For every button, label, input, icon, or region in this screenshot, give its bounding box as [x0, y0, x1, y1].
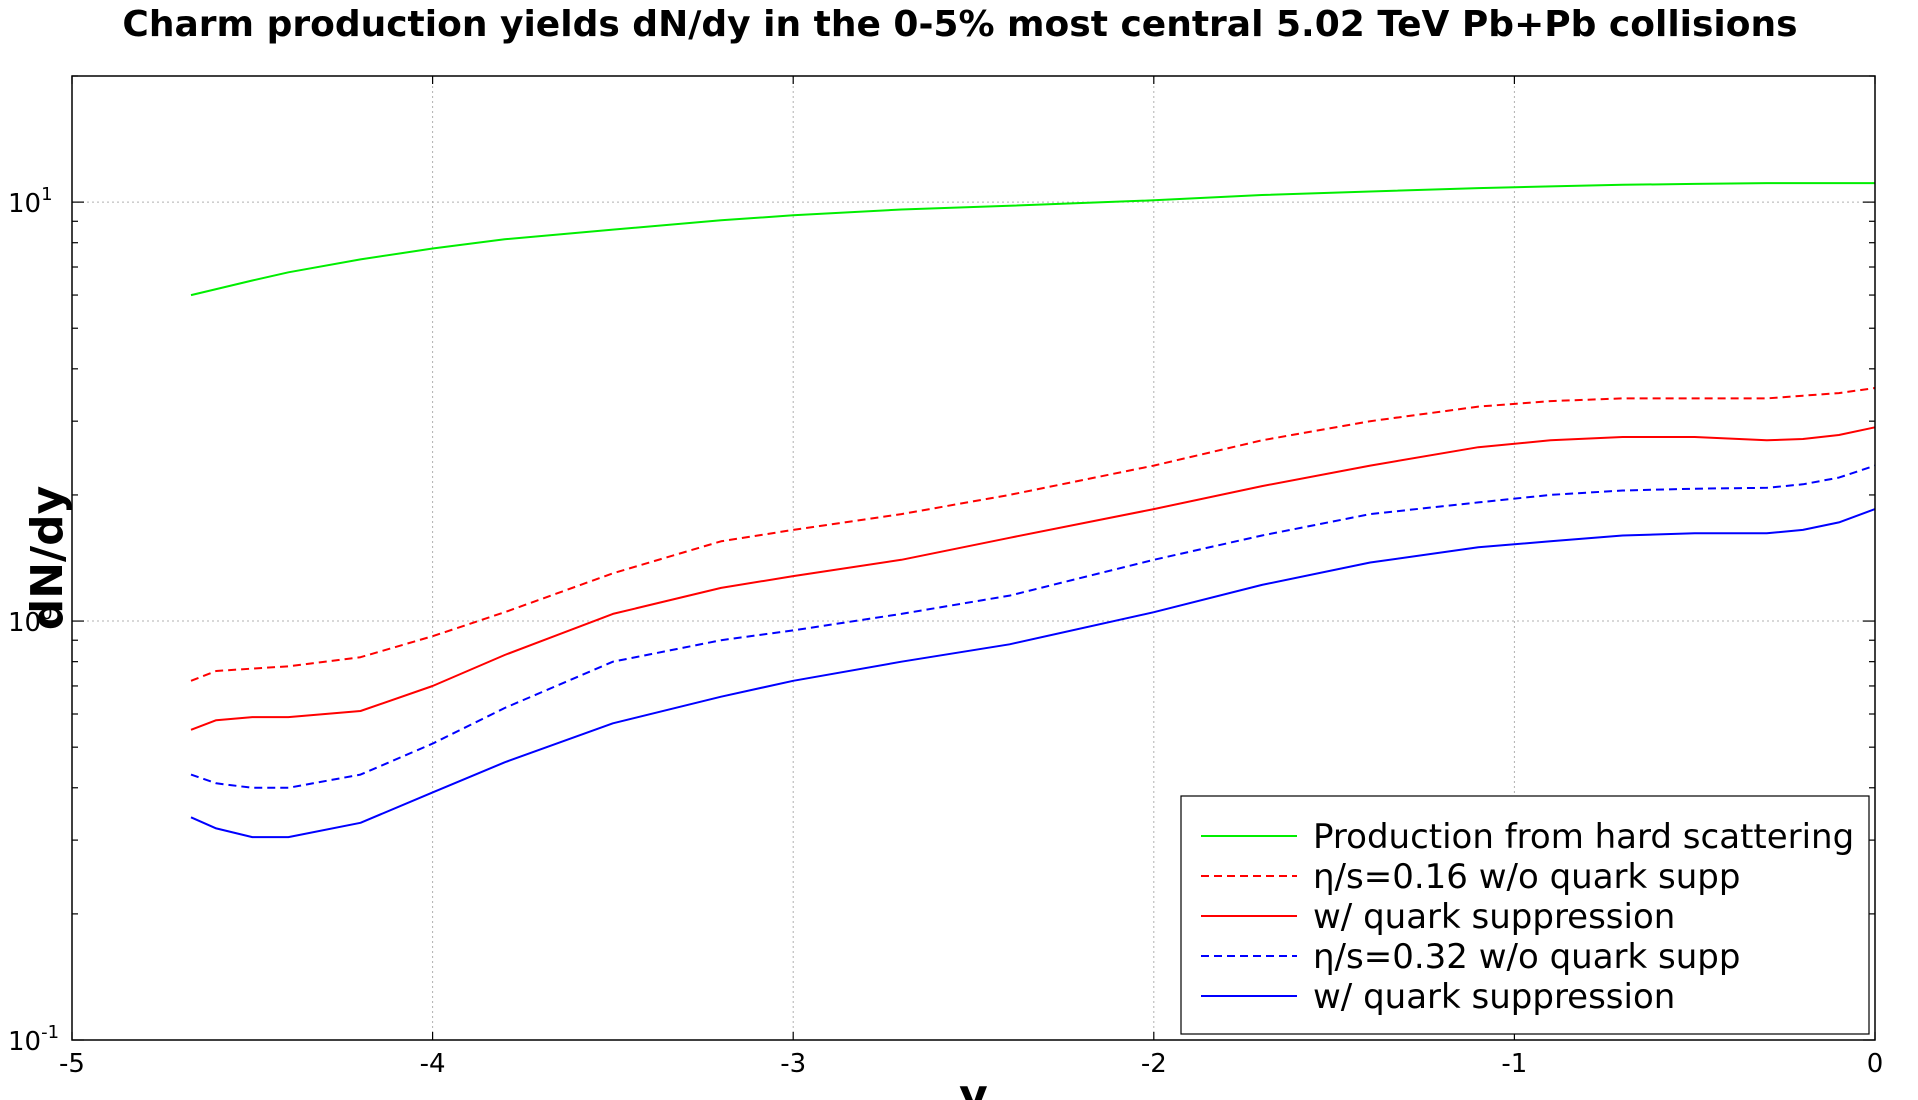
- x-tick-label: -4: [420, 1049, 446, 1079]
- series-line-1: [190, 182, 1875, 297]
- y-tick-label: 100: [8, 603, 53, 638]
- x-tick-label: 0: [1867, 1049, 1884, 1079]
- legend-label: w/ quark suppression: [1313, 897, 1675, 937]
- plot-frame: [71, 75, 1876, 1041]
- x-tick-label: -1: [1501, 1049, 1527, 1079]
- series-line-4: [190, 464, 1876, 789]
- chart-title: Charm production yields dN/dy in the 0-5…: [122, 4, 1797, 45]
- y-tick-label: 10-1: [8, 1022, 59, 1057]
- series-line-5: [190, 508, 1876, 839]
- y-tick-label: 101: [8, 184, 53, 219]
- grid: [72, 76, 1875, 1040]
- y-axis-label: dN/dy: [22, 486, 73, 631]
- legend-label: η/s=0.16 w/o quark supp: [1313, 857, 1740, 897]
- axis-ticks: -5 -4 -3 -2 -1 0 10-1 100 101: [8, 75, 1884, 1079]
- x-tick-label: -5: [59, 1049, 85, 1079]
- legend: Production from hard scatteringη/s=0.16 …: [1180, 795, 1870, 1035]
- series-line-3: [190, 426, 1876, 731]
- series-line-2: [190, 387, 1876, 682]
- x-axis-label: y: [959, 1070, 988, 1100]
- x-tick-label: -3: [780, 1049, 806, 1079]
- legend-label: w/ quark suppression: [1313, 977, 1675, 1017]
- legend-label: Production from hard scattering: [1313, 817, 1854, 857]
- plot-area: [190, 182, 1876, 839]
- x-tick-label: -2: [1141, 1049, 1167, 1079]
- legend-label: η/s=0.32 w/o quark supp: [1313, 937, 1740, 977]
